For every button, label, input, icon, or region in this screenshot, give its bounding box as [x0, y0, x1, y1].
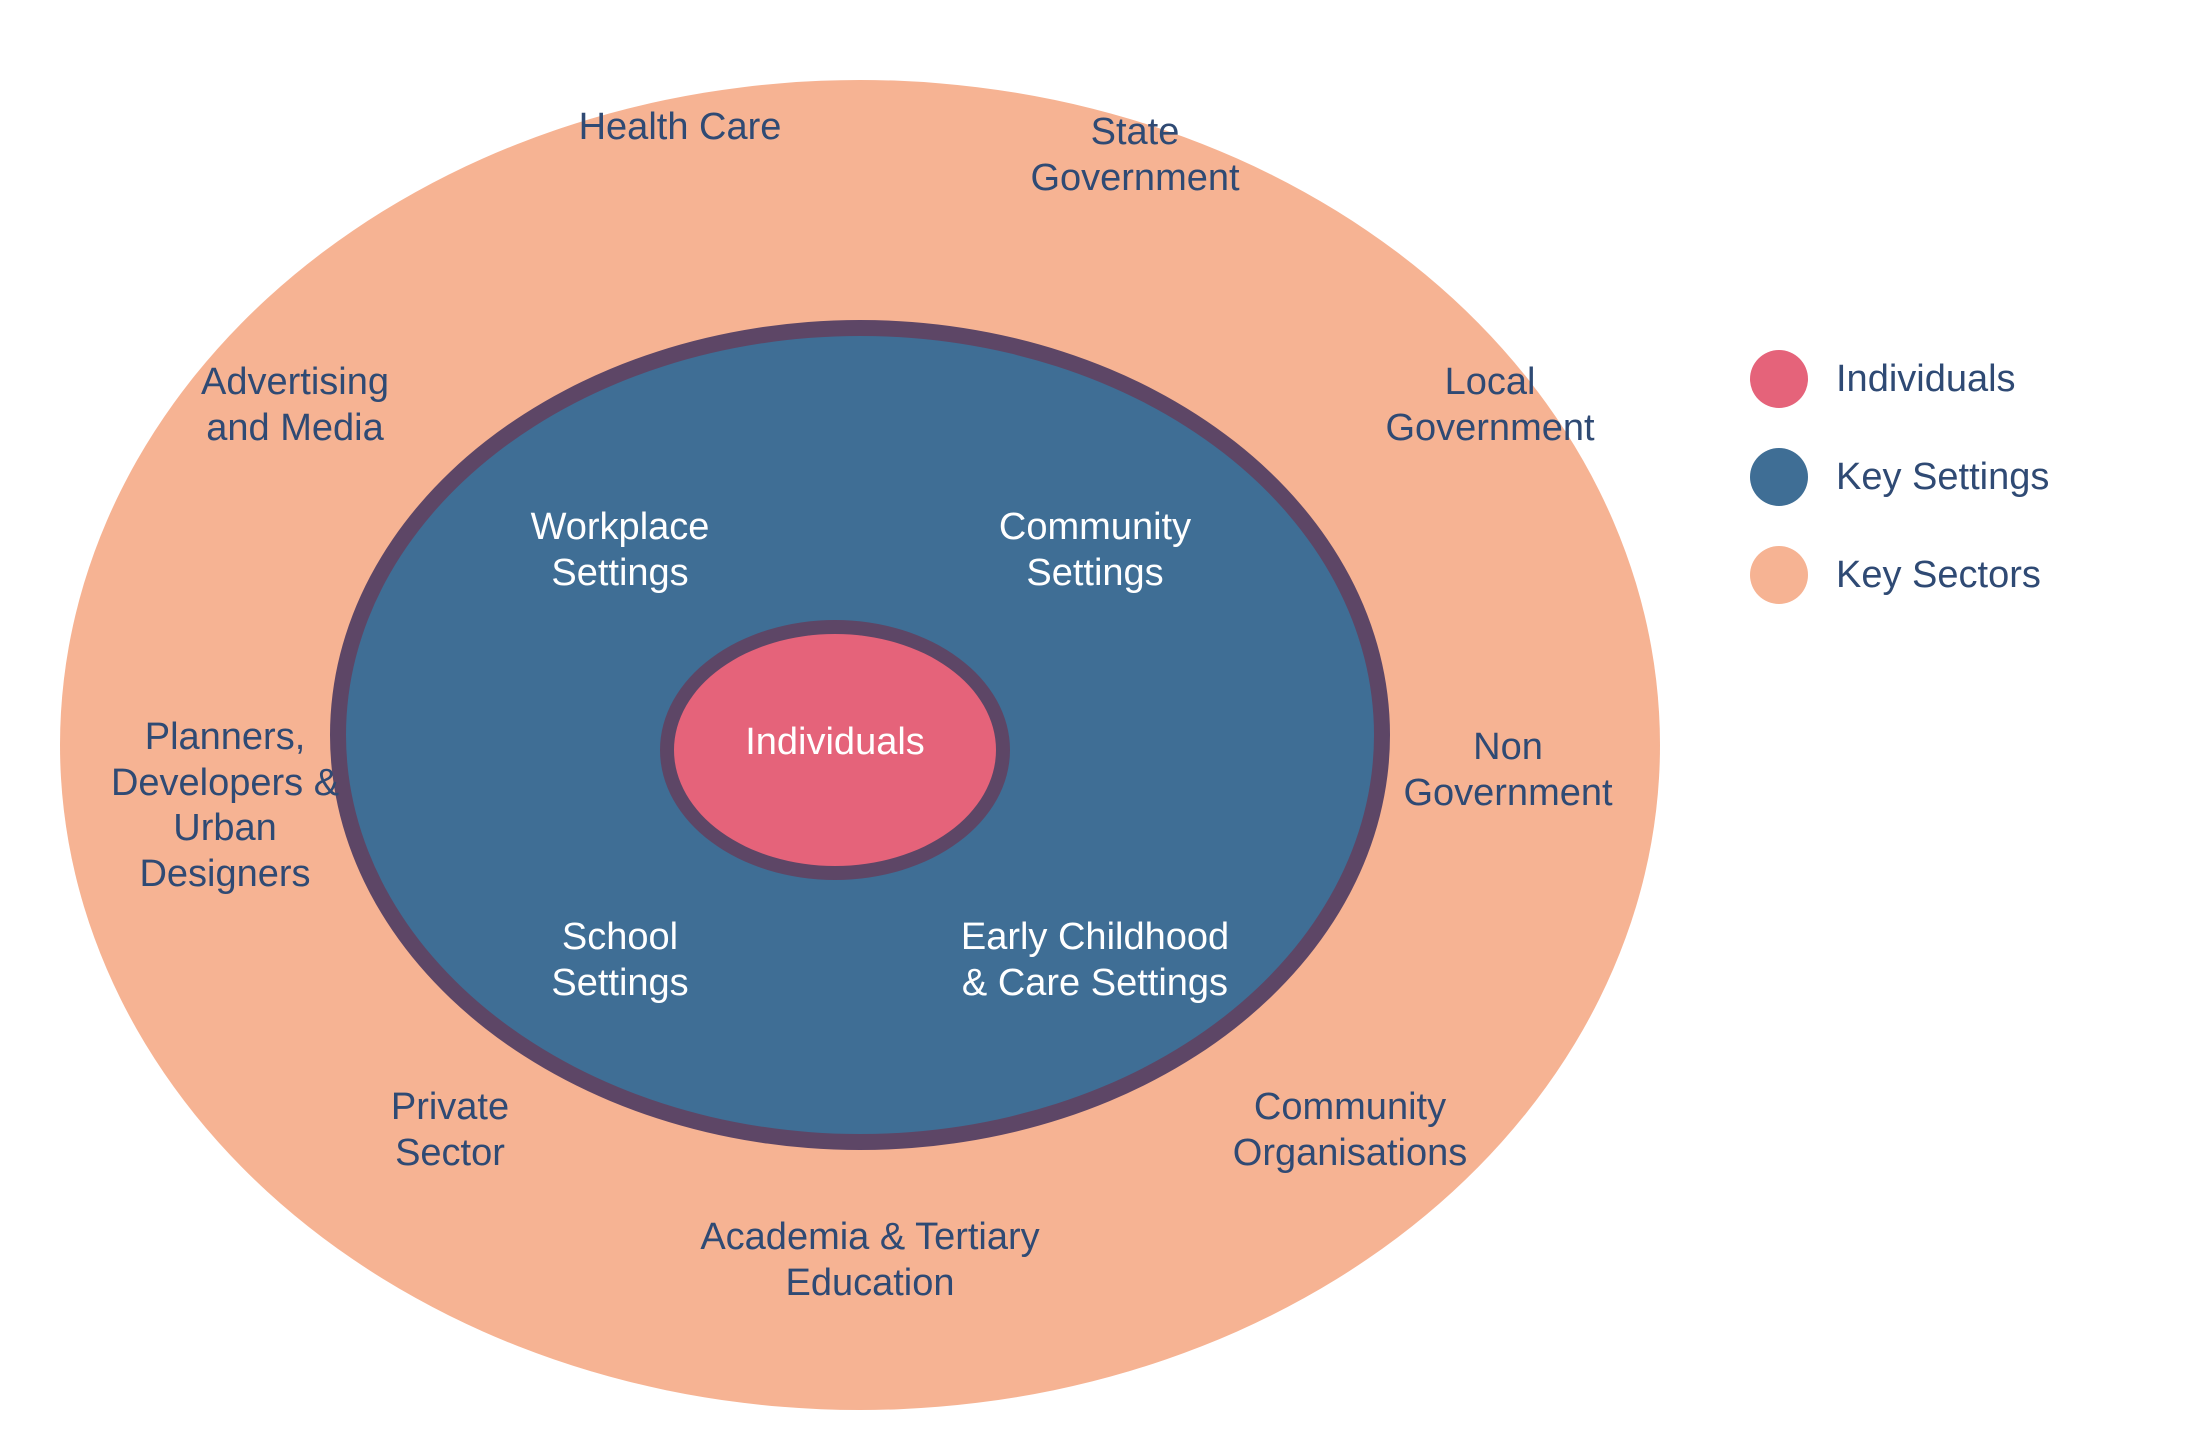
outer-label-private-sector: Private Sector	[200, 1085, 700, 1176]
outer-label-health-care: Health Care	[430, 105, 930, 151]
legend-swatch-key-sectors	[1750, 546, 1808, 604]
legend-item-key-sectors: Key Sectors	[1750, 546, 2049, 604]
middle-label-community: Community Settings	[845, 505, 1345, 596]
legend: Individuals Key Settings Key Sectors	[1750, 350, 2049, 644]
legend-item-individuals: Individuals	[1750, 350, 2049, 408]
center-label: Individuals	[635, 720, 1035, 766]
legend-label-key-sectors: Key Sectors	[1836, 554, 2041, 597]
diagram-canvas: Individuals Workplace Settings Community…	[0, 0, 2208, 1450]
legend-label-key-settings: Key Settings	[1836, 456, 2049, 499]
outer-label-state-government: State Government	[885, 110, 1385, 201]
middle-label-early-childhood: Early Childhood & Care Settings	[845, 915, 1345, 1006]
outer-label-non-government: Non Government	[1258, 725, 1758, 816]
outer-label-planners-developers: Planners, Developers & Urban Designers	[0, 715, 475, 897]
legend-swatch-key-settings	[1750, 448, 1808, 506]
middle-label-school: School Settings	[370, 915, 870, 1006]
middle-label-workplace: Workplace Settings	[370, 505, 870, 596]
outer-label-local-government: Local Government	[1240, 360, 1740, 451]
outer-label-advertising-media: Advertising and Media	[45, 360, 545, 451]
legend-label-individuals: Individuals	[1836, 358, 2016, 401]
outer-label-community-organisations: Community Organisations	[1100, 1085, 1600, 1176]
outer-label-academia-tertiary: Academia & Tertiary Education	[620, 1215, 1120, 1306]
legend-item-key-settings: Key Settings	[1750, 448, 2049, 506]
legend-swatch-individuals	[1750, 350, 1808, 408]
